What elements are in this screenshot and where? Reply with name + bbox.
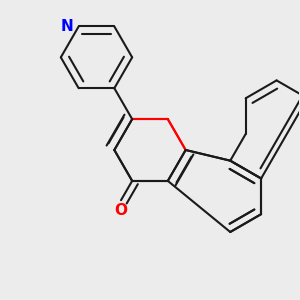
Text: O: O	[115, 203, 128, 218]
Text: N: N	[61, 19, 73, 34]
